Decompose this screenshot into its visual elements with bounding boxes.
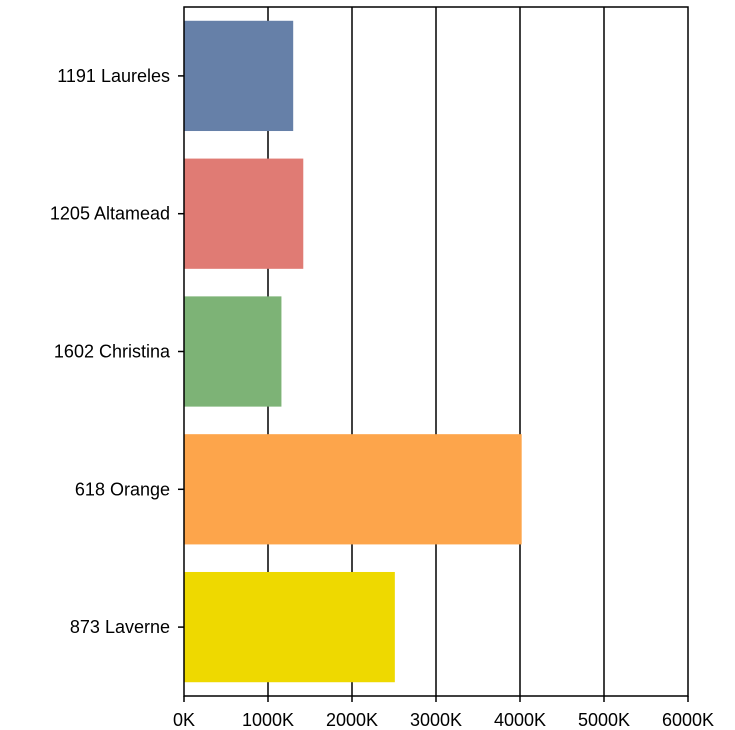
bar [184, 434, 522, 545]
bar-layer [178, 20, 522, 683]
x-tick-label: 3000K [410, 710, 462, 730]
x-tick-label: 6000K [662, 710, 714, 730]
category-labels: 1191 Laureles 1205 Altamead 1602 Christina… [50, 66, 171, 637]
category-label: 618 Orange [75, 479, 170, 499]
x-tick-labels: 0K 1000K 2000K 3000K 4000K 5000K 6000K [173, 710, 714, 730]
category-label: 1602 Christina [54, 342, 171, 362]
category-label: 1205 Altamead [50, 204, 170, 224]
x-tick-label: 5000K [578, 710, 630, 730]
bar [184, 571, 395, 683]
plot-frame [183, 6, 689, 697]
x-tick-label: 2000K [326, 710, 378, 730]
x-tick-label: 4000K [494, 710, 546, 730]
bar [184, 296, 282, 407]
x-tick-label: 1000K [242, 710, 294, 730]
bar [184, 20, 294, 132]
category-label: 1191 Laureles [57, 66, 170, 86]
category-label: 873 Laverne [70, 617, 170, 637]
bar [184, 158, 304, 269]
x-tick-label: 0K [173, 710, 195, 730]
